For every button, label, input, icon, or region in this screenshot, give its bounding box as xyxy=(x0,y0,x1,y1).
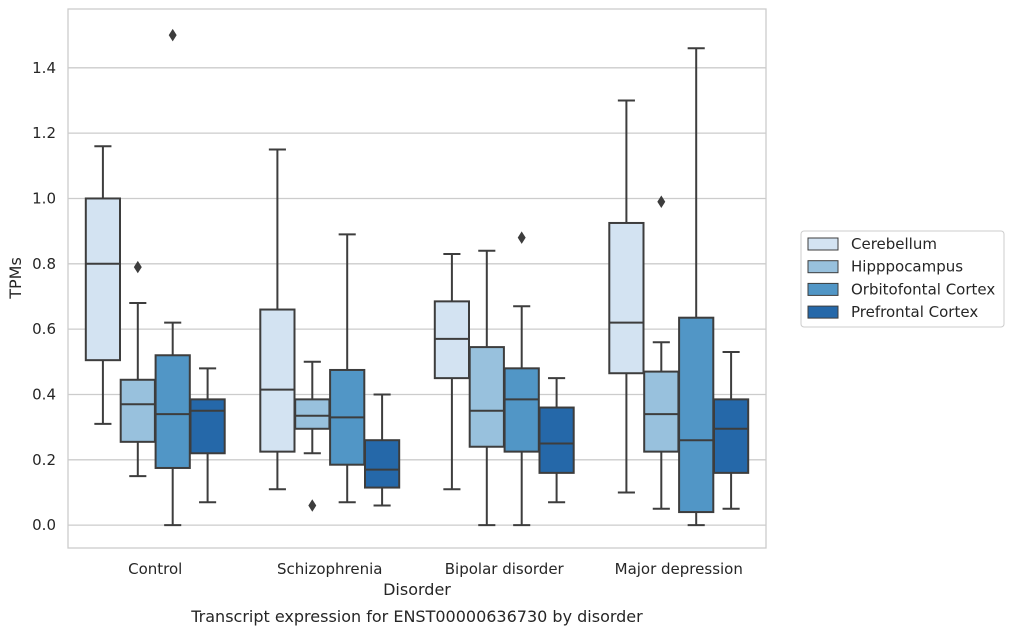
box-iqr xyxy=(119,378,156,443)
x-tick-label: Major depression xyxy=(615,560,743,578)
box-group xyxy=(433,253,471,491)
box-iqr xyxy=(294,398,331,430)
box-group xyxy=(294,360,331,512)
box-iqr xyxy=(468,346,505,448)
legend-swatch xyxy=(807,282,839,296)
legend: Cerebellum Hipppocampus Orbitofontal Corte… xyxy=(800,230,1005,328)
y-tick-label: 0.4 xyxy=(32,385,56,403)
box-iqr xyxy=(259,308,296,453)
y-tick-label: 1.2 xyxy=(32,124,56,142)
box-iqr xyxy=(538,406,575,474)
box-iqr xyxy=(678,316,715,514)
x-tick-label: Bipolar disorder xyxy=(445,560,565,578)
box-group xyxy=(189,367,226,504)
y-tick-label: 0.8 xyxy=(32,255,56,273)
legend-swatch xyxy=(807,260,839,274)
box-iqr xyxy=(84,197,122,362)
box-group xyxy=(678,47,715,527)
y-tick-label: 0.2 xyxy=(32,451,56,469)
box-group xyxy=(329,233,366,504)
box-group xyxy=(363,393,401,507)
legend-label: Prefrontal Cortex xyxy=(851,303,978,321)
box-iqr xyxy=(608,221,645,375)
legend-swatch xyxy=(807,305,839,319)
box-group xyxy=(468,249,505,527)
x-tick-labels: Control Schizophrenia Bipolar disorder Majo… xyxy=(128,560,743,578)
box-group xyxy=(538,377,575,504)
y-tick-label: 0.6 xyxy=(32,320,56,338)
y-tick-label: 1.0 xyxy=(32,189,56,207)
outlier-marker xyxy=(308,499,317,512)
box-group xyxy=(84,145,122,425)
box-iqr xyxy=(643,370,680,453)
chart-caption: Transcript expression for ENST0000063673… xyxy=(190,607,643,626)
boxes xyxy=(84,28,750,527)
box-iqr xyxy=(154,354,191,469)
box-iqr xyxy=(503,367,540,453)
y-tick-labels: 0.0 0.2 0.4 0.6 0.8 1.0 1.2 1.4 xyxy=(32,59,56,534)
box-iqr xyxy=(189,398,226,455)
x-tick-label: Schizophrenia xyxy=(277,560,382,578)
box-group xyxy=(643,195,680,510)
x-tick-label: Control xyxy=(128,560,182,578)
outlier-marker xyxy=(657,195,666,208)
outlier-marker xyxy=(133,260,142,274)
legend-items: Cerebellum Hipppocampus Orbitofontal Corte… xyxy=(807,235,995,321)
outlier-marker xyxy=(517,231,526,244)
legend-label: Cerebellum xyxy=(851,235,937,253)
y-tick-label: 1.4 xyxy=(32,59,56,77)
legend-label: Orbitofontal Cortex xyxy=(851,280,995,298)
y-axis-label: TPMs xyxy=(6,257,25,300)
x-axis-label: Disorder xyxy=(383,580,451,599)
plot-area-frame xyxy=(67,8,767,549)
box-iqr xyxy=(712,398,750,474)
outlier-marker xyxy=(168,28,177,42)
box-group xyxy=(154,28,191,527)
box-group xyxy=(259,148,296,491)
box-group xyxy=(608,99,645,494)
box-group xyxy=(119,260,156,478)
legend-swatch xyxy=(807,237,839,251)
legend-frame xyxy=(800,230,1005,328)
box-group xyxy=(503,231,540,527)
box-iqr xyxy=(363,439,401,489)
box-group xyxy=(712,351,750,510)
y-tick-label: 0.0 xyxy=(32,516,56,534)
legend-label: Hipppocampus xyxy=(851,258,963,276)
